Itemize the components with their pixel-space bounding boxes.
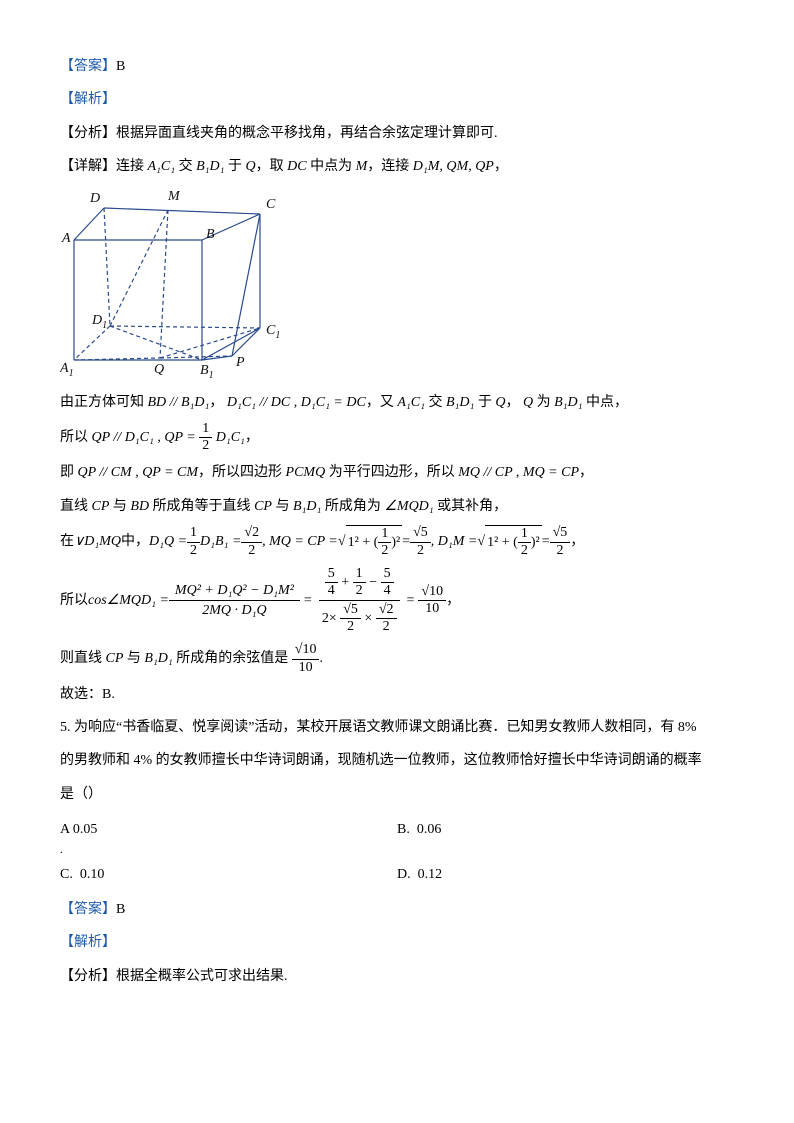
answer-5: 【答案】B bbox=[60, 895, 734, 924]
p5: 在 ∨D₁MQ 中， D₁Q = 12 D₁B₁ = √22 , MQ = CP… bbox=[60, 525, 734, 559]
q5-stem1: 5. 为响应“书香临夏、悦享阅读”活动，某校开展语文教师课文朗诵比赛．已知男女教… bbox=[60, 713, 734, 742]
jiexi-label: 【解析】 bbox=[60, 85, 734, 114]
q5-stem2: 的男教师和 4% 的女教师擅长中华诗词朗诵，现随机选一位教师，这位教师恰好擅长中… bbox=[60, 746, 734, 775]
answer-label: 【答案】 bbox=[60, 59, 116, 74]
answer-value: B bbox=[116, 59, 125, 74]
answer-4: 【答案】B bbox=[60, 52, 734, 81]
cos-frac-2: 54 + 12 − 54 2× √52 × √22 bbox=[316, 565, 403, 636]
fenxi-4: 【分析】根据异面直线夹角的概念平移找角，再结合余弦定理计算即可. bbox=[60, 119, 734, 148]
p4: 直线 CP 与 BD 所成角等于直线 CP 与 B₁D₁ 所成角为 ∠MQD₁ … bbox=[60, 492, 734, 521]
p7: 则直线 CP 与 B₁D₁ 所成角的余弦值是 √1010. bbox=[60, 642, 734, 675]
q5-options: A 0.05. B. 0.06 C. 0.10 D. 0.12 bbox=[60, 813, 734, 891]
svg-text:A: A bbox=[61, 231, 71, 246]
q5-stem3: 是（） bbox=[60, 780, 734, 809]
option-c: C. 0.10 bbox=[60, 860, 397, 889]
svg-text:M: M bbox=[167, 189, 181, 204]
tag: 【详解】 bbox=[60, 159, 116, 174]
jiexi-label-5: 【解析】 bbox=[60, 928, 734, 957]
option-d: D. 0.12 bbox=[397, 860, 734, 889]
xiangjie-4: 【详解】连接 A₁C₁ 交 B₁D₁ 于 Q，取 DC 中点为 M，连接 D₁M… bbox=[60, 152, 734, 181]
p8: 故选：B. bbox=[60, 680, 734, 709]
text: 根据异面直线夹角的概念平移找角，再结合余弦定理计算即可. bbox=[116, 126, 498, 141]
svg-text:C: C bbox=[266, 197, 276, 212]
cos-line: 所以 cos∠MQD₁ = MQ² + D₁Q² − D₁M² 2MQ · D₁… bbox=[60, 565, 734, 636]
p3: 即 QP // CM , QP = CM，所以四边形 PCMQ 为平行四边形，所… bbox=[60, 458, 734, 487]
cube-figure: D M C A B D1 C1 A1 Q B1 P bbox=[60, 188, 290, 378]
svg-text:P: P bbox=[235, 355, 245, 370]
svg-text:D1: D1 bbox=[91, 313, 107, 331]
svg-text:Q: Q bbox=[154, 362, 164, 377]
option-a: A 0.05. bbox=[60, 815, 397, 855]
svg-text:C1: C1 bbox=[266, 323, 280, 341]
svg-text:B: B bbox=[206, 227, 215, 242]
svg-text:A1: A1 bbox=[60, 361, 74, 378]
tag: 【分析】 bbox=[60, 126, 116, 141]
option-b: B. 0.06 bbox=[397, 815, 734, 855]
p2: 所以 QP // D₁C₁ , QP = 12 D₁C₁， bbox=[60, 421, 734, 454]
p1: 由正方体可知 BD // B₁D₁， D₁C₁ // DC , D₁C₁ = D… bbox=[60, 388, 734, 417]
fenxi-5: 【分析】根据全概率公式可求出结果. bbox=[60, 962, 734, 991]
svg-text:B1: B1 bbox=[200, 363, 214, 378]
cos-frac-1: MQ² + D₁Q² − D₁M² 2MQ · D₁Q bbox=[169, 581, 300, 621]
frac-half: 12 bbox=[199, 421, 212, 454]
svg-text:D: D bbox=[89, 191, 100, 206]
